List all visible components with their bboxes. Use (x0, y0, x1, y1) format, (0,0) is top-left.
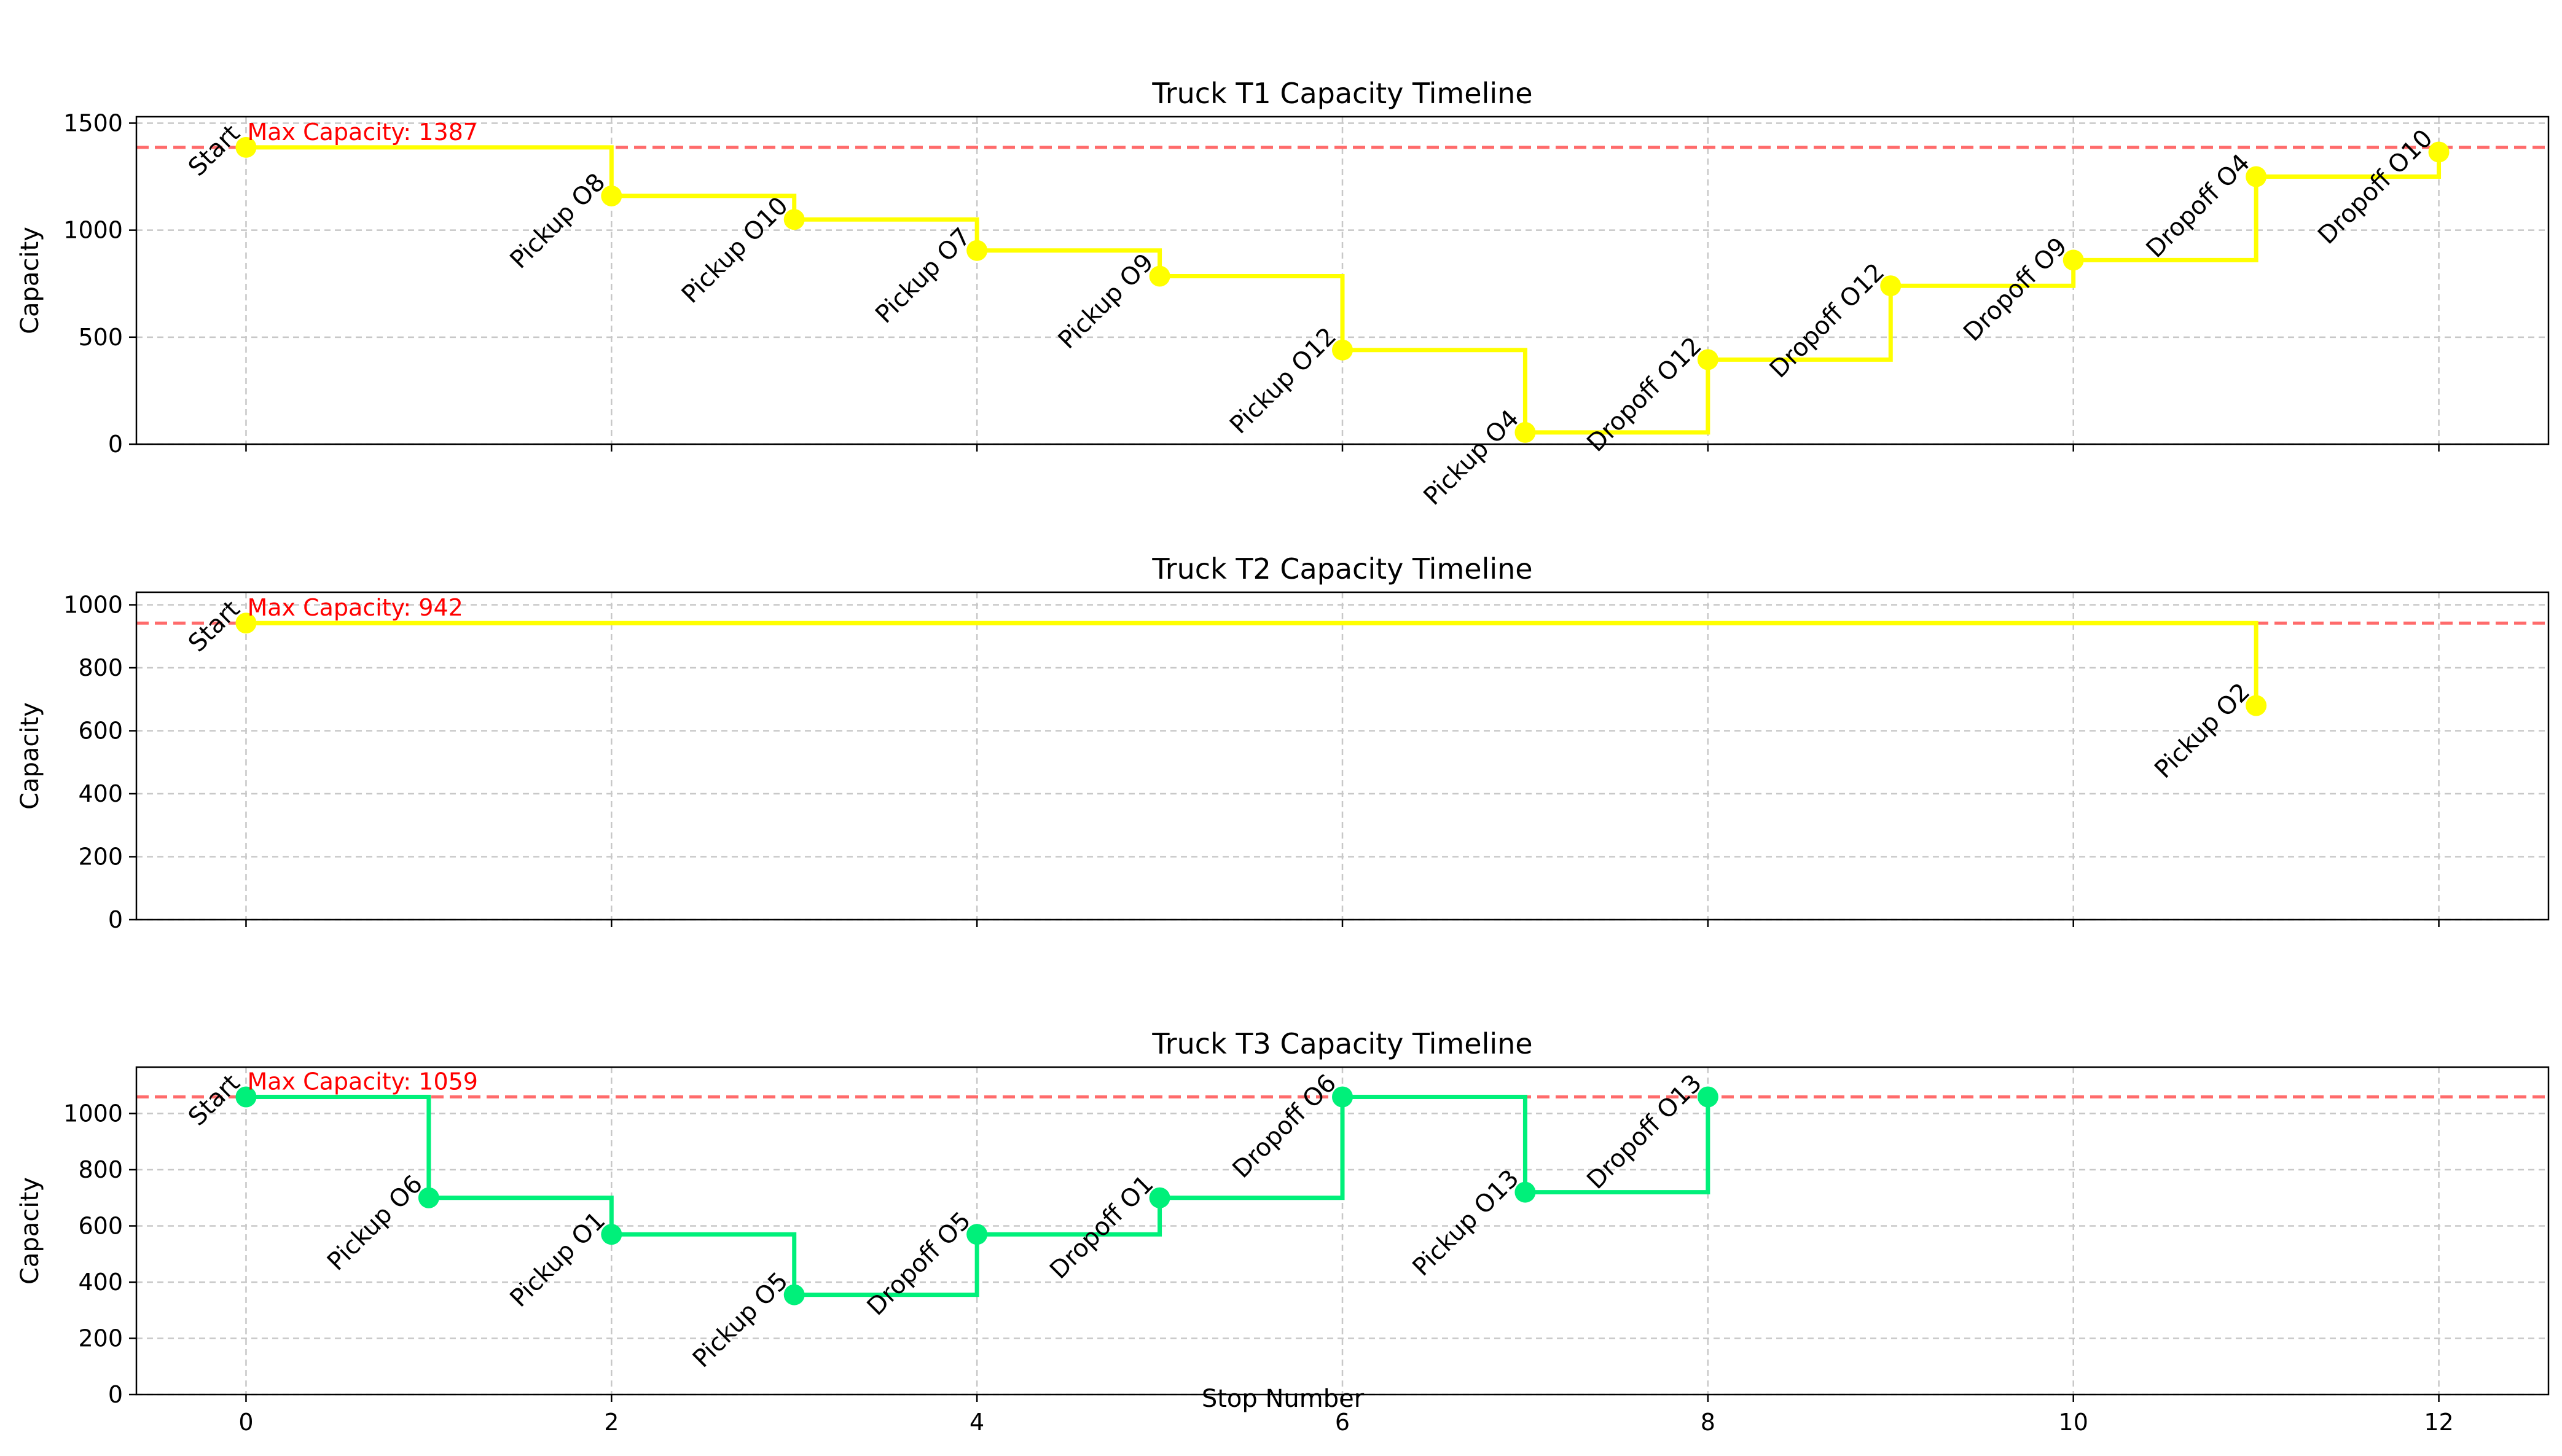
x-tick-label: 6 (1335, 1409, 1350, 1436)
capacity-point (601, 185, 622, 206)
x-axis-label: Stop Number (1202, 1385, 1365, 1413)
y-tick-label: 200 (78, 843, 123, 871)
y-tick-label: 600 (78, 1212, 123, 1239)
capacity-point (1697, 1086, 1718, 1108)
y-tick-label: 0 (108, 1381, 123, 1408)
capacity-point (1332, 339, 1353, 361)
y-tick-label: 500 (78, 324, 123, 351)
max-capacity-label: Max Capacity: 1387 (247, 119, 478, 146)
capacity-point (2428, 141, 2450, 163)
capacity-point (235, 136, 257, 158)
y-tick-label: 1000 (63, 592, 123, 619)
capacity-point (235, 613, 257, 634)
x-tick-label: 8 (1701, 1409, 1715, 1436)
capacity-point (418, 1187, 439, 1208)
capacity-step-line (246, 620, 2258, 706)
x-tick-label: 0 (238, 1409, 253, 1436)
capacity-point (966, 1224, 988, 1245)
capacity-point (601, 1224, 622, 1245)
capacity-point (783, 209, 805, 230)
y-tick-label: 600 (78, 718, 123, 745)
chart-title: Truck T1 Capacity Timeline (1151, 77, 1532, 110)
x-tick-label: 12 (2424, 1409, 2453, 1436)
capacity-point (1880, 275, 1902, 297)
y-tick-label: 0 (108, 906, 123, 933)
capacity-point (1514, 421, 1536, 443)
capacity-point (2063, 249, 2084, 271)
chart-title: Truck T3 Capacity Timeline (1151, 1027, 1532, 1060)
capacity-point (1697, 349, 1718, 370)
y-tick-label: 1000 (63, 217, 123, 244)
x-tick-label: 4 (970, 1409, 984, 1436)
capacity-point (1149, 265, 1170, 287)
y-tick-label: 1500 (63, 109, 123, 136)
y-tick-label: 0 (108, 431, 123, 458)
y-tick-label: 400 (78, 1269, 123, 1296)
y-tick-label: 1000 (63, 1100, 123, 1127)
capacity-point (1149, 1187, 1170, 1208)
y-tick-label: 800 (78, 654, 123, 681)
chart-title: Truck T2 Capacity Timeline (1151, 552, 1532, 585)
x-tick-label: 2 (604, 1409, 619, 1436)
capacity-point (966, 240, 988, 261)
y-tick-label: 800 (78, 1156, 123, 1183)
max-capacity-label: Max Capacity: 1059 (247, 1068, 478, 1095)
y-tick-label: 400 (78, 780, 123, 807)
capacity-point (2246, 695, 2267, 716)
x-tick-label: 10 (2059, 1409, 2088, 1436)
y-axis-label: Capacity (16, 1177, 44, 1285)
capacity-point (1332, 1086, 1353, 1108)
max-capacity-label: Max Capacity: 942 (247, 594, 463, 621)
y-tick-label: 200 (78, 1325, 123, 1352)
y-axis-label: Capacity (16, 702, 44, 810)
y-axis-label: Capacity (16, 227, 44, 334)
capacity-point (783, 1284, 805, 1305)
capacity-point (2246, 166, 2267, 187)
capacity-point (1514, 1181, 1536, 1203)
capacity-point (235, 1086, 257, 1108)
